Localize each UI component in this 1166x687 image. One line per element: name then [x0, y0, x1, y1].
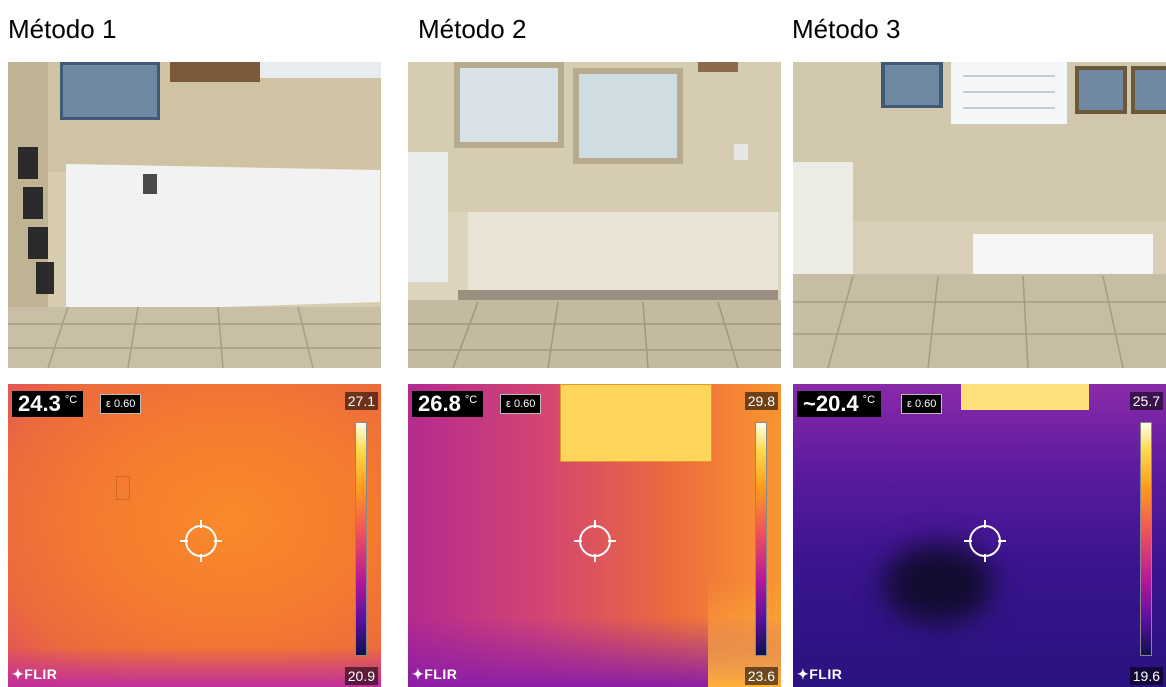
- thermal-hot-window: [961, 384, 1089, 410]
- scale-max: 25.7: [1129, 392, 1163, 410]
- flir-logo: ✦FLIR: [412, 666, 458, 682]
- photo-method-2: [408, 62, 781, 368]
- flir-logo: ✦FLIR: [797, 666, 843, 682]
- thermal-cool-floor: [8, 647, 381, 687]
- emissivity-label: ε 0.60: [901, 394, 943, 414]
- crosshair-icon: [180, 520, 222, 562]
- spot-temperature: 24.3 °C: [12, 391, 84, 417]
- spot-temperature: 26.8 °C: [412, 391, 484, 417]
- thermal-image-method-3: ~20.4 °C ε 0.60 25.7 19.6 ✦FLIR: [793, 384, 1166, 687]
- color-scale-bar: [355, 422, 367, 656]
- emissivity-label: ε 0.60: [100, 394, 142, 414]
- crosshair-icon: [574, 520, 616, 562]
- temperature-unit: °C: [464, 394, 478, 406]
- thermal-image-method-2: 26.8 °C ε 0.60 29.8 23.6 ✦FLIR: [408, 384, 781, 687]
- color-scale-bar: [755, 422, 767, 656]
- spot-temperature-value: 26.8: [418, 391, 461, 416]
- title-method-1: Método 1: [8, 14, 117, 44]
- crosshair-icon: [964, 520, 1006, 562]
- emissivity-label: ε 0.60: [500, 394, 542, 414]
- scale-max: 29.8: [744, 392, 778, 410]
- scale-min: 20.9: [344, 667, 378, 685]
- spot-temperature: ~20.4 °C: [797, 391, 882, 417]
- scale-min: 23.6: [744, 667, 778, 685]
- temperature-unit: °C: [64, 394, 78, 406]
- scale-min: 19.6: [1129, 667, 1163, 685]
- spot-temperature-value: ~20.4: [803, 391, 859, 416]
- color-scale-bar: [1140, 422, 1152, 656]
- photo-method-3: [793, 62, 1166, 368]
- scale-max: 27.1: [344, 392, 378, 410]
- thermal-image-method-1: 24.3 °C ε 0.60 27.1 20.9 ✦FLIR: [8, 384, 381, 687]
- thermal-switch-outline: [116, 476, 130, 500]
- title-method-2: Método 2: [418, 14, 527, 44]
- thermal-hot-frame: [560, 384, 712, 462]
- title-method-3: Método 3: [792, 14, 901, 44]
- temperature-unit: °C: [862, 394, 876, 406]
- flir-logo: ✦FLIR: [12, 666, 58, 682]
- spot-temperature-value: 24.3: [18, 391, 61, 416]
- photo-method-1: [8, 62, 381, 368]
- thermal-cold-spot: [883, 544, 993, 624]
